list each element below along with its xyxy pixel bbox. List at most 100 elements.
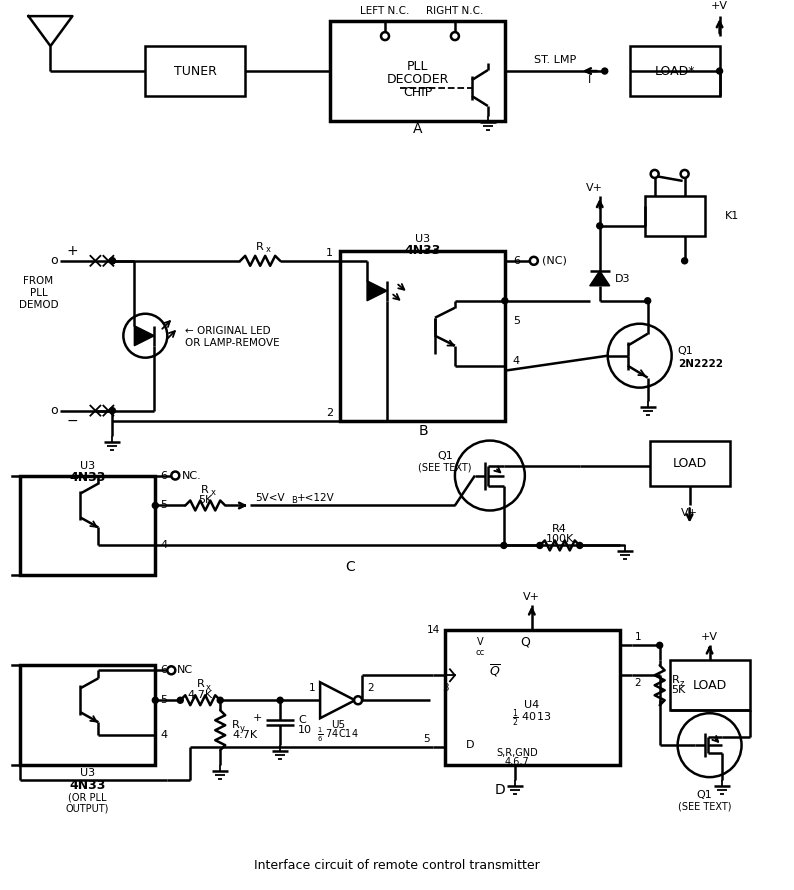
Text: A: A	[413, 122, 422, 136]
Text: R4: R4	[553, 524, 567, 535]
Text: FROM: FROM	[23, 276, 53, 286]
Circle shape	[168, 667, 175, 675]
Text: $\overline{Q}$: $\overline{Q}$	[489, 662, 501, 678]
Bar	[21, 666, 156, 765]
Circle shape	[645, 298, 650, 303]
Circle shape	[152, 697, 158, 703]
Text: Q1: Q1	[696, 790, 712, 800]
Text: V: V	[476, 637, 484, 647]
Text: Q1: Q1	[677, 345, 693, 356]
Text: C: C	[298, 716, 306, 725]
Circle shape	[451, 32, 459, 40]
Text: (OR PLL: (OR PLL	[68, 792, 106, 802]
Bar	[649, 441, 730, 486]
Text: +: +	[252, 713, 262, 724]
Text: 14: 14	[426, 626, 440, 635]
Text: z: z	[680, 679, 684, 688]
Text: +: +	[67, 244, 79, 258]
Polygon shape	[367, 280, 387, 301]
Text: LEFT N.C.: LEFT N.C.	[360, 6, 410, 16]
Circle shape	[354, 696, 362, 704]
Text: OUTPUT): OUTPUT)	[66, 803, 109, 813]
Text: LOAD*: LOAD*	[654, 65, 695, 77]
Circle shape	[502, 298, 508, 303]
Text: 10: 10	[298, 725, 312, 735]
Text: 6: 6	[160, 666, 168, 676]
Circle shape	[650, 170, 659, 178]
Text: D3: D3	[615, 274, 630, 284]
Text: 5K: 5K	[672, 685, 686, 695]
Text: U3: U3	[80, 460, 95, 471]
Text: cc: cc	[476, 648, 484, 657]
Text: RIGHT N.C.: RIGHT N.C.	[426, 6, 484, 16]
Bar	[21, 475, 156, 576]
Polygon shape	[134, 326, 154, 345]
Text: S,R,GND: S,R,GND	[496, 748, 538, 758]
Text: +<12V: +<12V	[297, 492, 335, 503]
Text: Q: Q	[520, 635, 530, 649]
Text: 2: 2	[367, 684, 374, 693]
Text: (SEE TEXT): (SEE TEXT)	[418, 463, 472, 473]
Bar	[145, 46, 245, 96]
Text: Q1: Q1	[437, 450, 453, 460]
Text: LOAD: LOAD	[692, 679, 727, 692]
Bar	[445, 630, 619, 765]
Text: 100K: 100K	[545, 535, 574, 545]
Text: 4.7K: 4.7K	[232, 730, 257, 740]
Bar	[340, 251, 505, 421]
Text: −: −	[67, 414, 79, 427]
Circle shape	[501, 542, 507, 548]
Text: 1: 1	[309, 684, 315, 693]
Text: y: y	[241, 724, 245, 732]
Text: 5: 5	[160, 695, 168, 705]
Circle shape	[530, 257, 538, 265]
Text: 4: 4	[160, 540, 168, 550]
Text: 5: 5	[423, 734, 430, 744]
Text: +V: +V	[711, 1, 728, 12]
Text: V+: V+	[681, 508, 698, 519]
Bar	[630, 46, 719, 96]
Circle shape	[597, 222, 603, 229]
Text: NC.: NC.	[183, 471, 202, 481]
Text: I: I	[588, 75, 592, 85]
Text: DECODER: DECODER	[387, 73, 449, 85]
Text: ← ORIGINAL LED: ← ORIGINAL LED	[185, 326, 271, 336]
Circle shape	[277, 697, 283, 703]
Text: U3: U3	[415, 234, 430, 244]
Text: TUNER: TUNER	[174, 65, 217, 77]
Text: 2: 2	[326, 408, 333, 417]
Circle shape	[172, 472, 179, 480]
Text: 4: 4	[160, 730, 168, 740]
Text: R: R	[256, 242, 264, 252]
Text: Interface circuit of remote control transmitter: Interface circuit of remote control tran…	[254, 859, 540, 872]
Circle shape	[123, 314, 168, 358]
Circle shape	[677, 713, 742, 777]
Text: 2: 2	[634, 678, 642, 688]
Circle shape	[110, 258, 115, 263]
Text: o: o	[51, 404, 58, 417]
Circle shape	[576, 542, 583, 548]
Text: $\frac{1}{2}$ 4013: $\frac{1}{2}$ 4013	[512, 708, 552, 729]
Text: OR LAMP-REMOVE: OR LAMP-REMOVE	[185, 337, 280, 348]
Text: LOAD: LOAD	[673, 457, 707, 470]
Text: C: C	[345, 561, 355, 574]
Text: +V: +V	[701, 632, 718, 643]
Text: U3: U3	[80, 768, 95, 778]
Text: B: B	[291, 496, 297, 505]
Circle shape	[607, 324, 672, 388]
Circle shape	[717, 68, 723, 74]
Circle shape	[218, 697, 223, 703]
Circle shape	[455, 441, 525, 511]
Circle shape	[152, 503, 158, 508]
Text: 2N2222: 2N2222	[677, 359, 723, 368]
Circle shape	[681, 258, 688, 263]
Text: o: o	[51, 255, 58, 267]
Circle shape	[177, 697, 183, 703]
Text: D: D	[465, 740, 474, 750]
Circle shape	[657, 643, 663, 648]
Text: 4.7K: 4.7K	[187, 691, 213, 700]
Text: 4N33: 4N33	[405, 245, 441, 257]
Text: 6: 6	[513, 255, 520, 266]
Text: 4N33: 4N33	[69, 779, 106, 791]
Text: 5: 5	[513, 316, 520, 326]
